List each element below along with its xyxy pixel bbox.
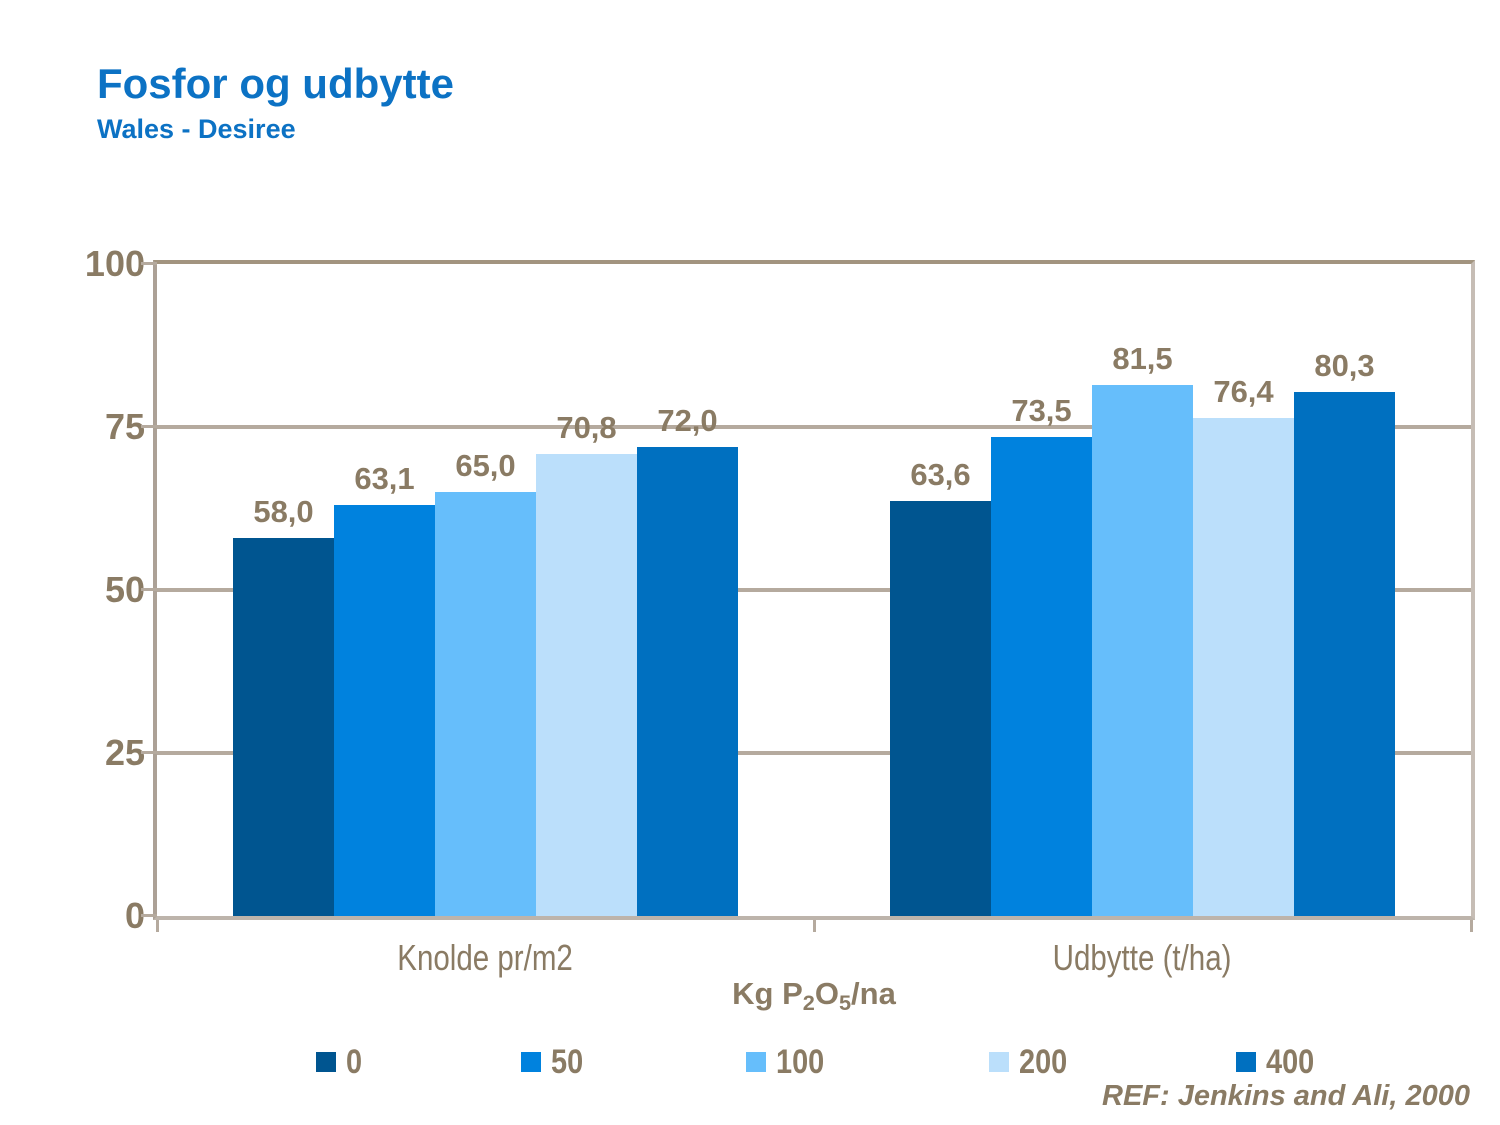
x-axis-title-text: Kg P <box>732 976 803 1011</box>
bar-value-label: 72,0 <box>657 402 718 438</box>
bar-value-label: 73,5 <box>1011 392 1072 428</box>
bar-udbytte-t-ha--0 <box>890 501 991 916</box>
y-axis-tick-label: 100 <box>84 243 145 284</box>
legend-label: 0 <box>346 1043 363 1081</box>
bar-knolde-pr-m2-200 <box>536 454 637 916</box>
legend-swatch-icon <box>521 1052 541 1072</box>
legend: 0 50 100 200 400 <box>0 1042 1500 1086</box>
legend-swatch-icon <box>316 1052 336 1072</box>
x-axis-title-text: /na <box>851 976 896 1011</box>
legend-item-0: 0 <box>316 1042 365 1082</box>
x-axis-title-subscript: 5 <box>838 990 852 1016</box>
bar-value-label: 65,0 <box>455 448 516 484</box>
x-axis-title: Kg P2O5/na <box>153 976 1475 1016</box>
bar-udbytte-t-ha--400 <box>1294 392 1395 916</box>
y-axis-tick-mark <box>141 262 157 265</box>
legend-item-100: 100 <box>746 1042 833 1082</box>
gridline-25 <box>157 751 1471 755</box>
legend-label: 400 <box>1266 1043 1315 1081</box>
bar-value-label: 63,1 <box>354 460 415 496</box>
bar-udbytte-t-ha--100 <box>1092 384 1193 916</box>
y-axis-tick-label: 75 <box>104 406 145 447</box>
x-axis-title-subscript: 2 <box>802 990 815 1016</box>
bar-value-label: 81,5 <box>1112 340 1173 376</box>
x-axis-tick-mark <box>1469 920 1473 932</box>
y-axis-tick-label: 25 <box>104 732 145 773</box>
y-axis-tick-label: 0 <box>124 895 145 936</box>
category-label-1: Udbytte (t/ha) <box>814 936 1471 980</box>
bar-knolde-pr-m2-50 <box>334 504 435 916</box>
bar-value-label: 58,0 <box>253 493 314 529</box>
legend-item-50: 50 <box>521 1042 589 1082</box>
category-label-text: Udbytte (t/ha) <box>1053 937 1232 978</box>
reference-text: REF: Jenkins and Ali, 2000 <box>1102 1080 1470 1112</box>
x-axis-tick-mark <box>812 920 816 932</box>
legend-swatch-icon <box>1236 1052 1256 1072</box>
x-axis-tick-mark <box>155 920 159 932</box>
legend-label: 200 <box>1019 1043 1068 1081</box>
plot-area: 58,0 63,1 65,0 70,8 72,0 63,6 73,5 81,5 76,4 80,3 <box>153 260 1475 920</box>
y-axis-tick-label: 50 <box>104 569 145 610</box>
bar-value-label: 63,6 <box>910 457 971 493</box>
legend-item-200: 200 <box>989 1042 1076 1082</box>
y-axis-tick-mark <box>141 425 157 428</box>
legend-item-400: 400 <box>1236 1042 1323 1082</box>
bar-udbytte-t-ha--50 <box>991 436 1092 916</box>
y-axis-tick-mark <box>141 914 157 917</box>
x-axis-title-text: O <box>814 976 839 1011</box>
bar-value-label: 80,3 <box>1314 348 1375 384</box>
gridline-75 <box>157 425 1471 429</box>
bar-knolde-pr-m2-100 <box>435 492 536 916</box>
bar-knolde-pr-m2-400 <box>637 446 738 916</box>
gridline-50 <box>157 588 1471 592</box>
legend-label: 100 <box>776 1043 825 1081</box>
chart-subtitle: Wales - Desiree <box>97 114 296 144</box>
chart-title: Fosfor og udbytte <box>97 60 454 107</box>
y-axis-tick-mark <box>141 588 157 591</box>
bar-knolde-pr-m2-0 <box>233 537 334 916</box>
bar-value-label: 76,4 <box>1213 373 1274 409</box>
legend-swatch-icon <box>746 1052 766 1072</box>
category-label-text: Knolde pr/m2 <box>397 937 574 978</box>
bar-udbytte-t-ha--200 <box>1193 417 1294 916</box>
legend-label: 50 <box>551 1043 584 1081</box>
y-axis-tick-mark <box>141 751 157 754</box>
legend-swatch-icon <box>989 1052 1009 1072</box>
bar-value-label: 70,8 <box>556 410 617 446</box>
category-label-0: Knolde pr/m2 <box>157 936 814 980</box>
